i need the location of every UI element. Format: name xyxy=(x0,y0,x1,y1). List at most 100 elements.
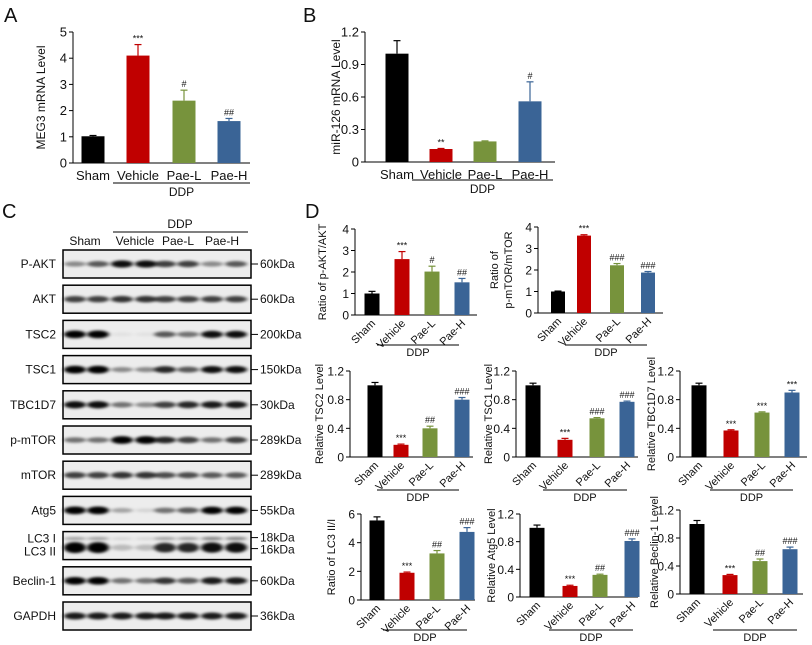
blot-band xyxy=(201,506,223,515)
blot-band xyxy=(154,507,176,514)
x-tick-label: Vehicle xyxy=(703,597,737,631)
y-tick-label: 1 xyxy=(342,287,349,301)
y-tick-label: 3 xyxy=(525,242,532,256)
group-label: DDP xyxy=(413,632,436,644)
significance-mark: # xyxy=(181,79,186,89)
bar-sham xyxy=(81,136,105,163)
y-tick-label: 0 xyxy=(342,309,349,323)
blot-band xyxy=(111,260,133,268)
blot-band xyxy=(64,542,86,554)
blot-row-label: TBC1D7 xyxy=(10,398,56,412)
blot-row-gapdh: GAPDH 36kDa xyxy=(13,601,295,631)
blot-band xyxy=(135,544,157,551)
blot-size-label: 60kDa xyxy=(260,574,295,588)
bar-sham xyxy=(525,385,541,457)
blot-row-label: TSC2 xyxy=(25,327,56,341)
blot-row-label: LC3 II xyxy=(24,545,56,559)
y-tick-label: 0.8 xyxy=(657,532,674,546)
significance-mark: # xyxy=(429,255,434,265)
blot-band xyxy=(111,578,133,584)
blot-band xyxy=(135,471,157,479)
blot-band xyxy=(201,437,223,443)
blot-band xyxy=(64,295,86,303)
blot-row-mtor: mTOR 289kDa xyxy=(21,460,302,490)
y-tick-label: 6 xyxy=(348,508,355,522)
x-tick-label: Sham xyxy=(514,600,543,629)
significance-mark: *** xyxy=(579,224,590,234)
blot-band xyxy=(64,330,86,339)
x-tick-label: Pae-L xyxy=(739,460,768,489)
y-tick-label: 0.8 xyxy=(327,393,344,407)
x-tick-label: Pae-L xyxy=(414,603,443,632)
blot-band xyxy=(201,577,223,585)
blot-band xyxy=(225,330,247,339)
blot-band xyxy=(87,471,109,479)
blot-row-label: mTOR xyxy=(21,468,56,482)
y-tick-label: 2 xyxy=(60,103,67,118)
y-tick-label: 5 xyxy=(60,25,67,40)
significance-mark: *** xyxy=(725,563,736,573)
blot-band xyxy=(201,401,223,409)
blot-row-p-akt: P-AKT 60kDa xyxy=(21,249,295,279)
blot-band xyxy=(201,536,223,541)
x-tick-label: Pae-H xyxy=(624,316,655,347)
blot-size-label: 36kDa xyxy=(260,609,295,623)
bar-vehicle xyxy=(399,572,415,600)
panel-label-d: D xyxy=(305,201,319,223)
blot-row-label: Atg5 xyxy=(31,503,56,517)
blot-band xyxy=(135,332,157,337)
significance-mark: ### xyxy=(619,390,634,400)
blot-band xyxy=(111,508,133,513)
blot-band xyxy=(64,365,86,374)
blot-row-p-mtor: p-mTOR 289kDa xyxy=(10,425,302,455)
bar-pae-h xyxy=(624,540,640,597)
bar-vehicle xyxy=(722,575,738,594)
bar-vehicle xyxy=(557,439,573,457)
bar-pae-l xyxy=(610,265,624,313)
y-axis-label: Relative Beclin-1 Level xyxy=(649,496,661,608)
blot-band xyxy=(177,331,199,338)
blot-band xyxy=(87,542,109,554)
bar-sham xyxy=(529,527,545,597)
x-tick-label: Vehicle xyxy=(375,318,409,352)
significance-mark: *** xyxy=(396,433,407,443)
y-axis-label: Ratio of LC3 II/I xyxy=(326,519,338,595)
y-tick-label: 4 xyxy=(525,221,532,235)
y-axis-label: Relative TBC1D7 Level xyxy=(646,357,658,471)
blot-row-tbc1d7: TBC1D7 30kDa xyxy=(10,390,295,420)
blot-band xyxy=(64,612,86,620)
bar-pae-l xyxy=(422,428,438,457)
blot-band xyxy=(64,261,86,267)
blot-band xyxy=(87,506,109,515)
y-tick-label: 0 xyxy=(337,451,344,465)
blot-row-label: GAPDH xyxy=(13,609,56,623)
bar-sham xyxy=(364,293,380,315)
significance-mark: ## xyxy=(595,563,605,573)
blot-band xyxy=(64,506,86,515)
blot-band xyxy=(64,401,86,409)
panel-label-c: C xyxy=(2,201,16,223)
blot-band xyxy=(225,401,247,409)
x-tick-label: Vehicle xyxy=(117,168,159,183)
y-axis-label: p-mTOR/mTOR xyxy=(503,231,515,308)
significance-mark: *** xyxy=(397,241,408,251)
bar-sham xyxy=(369,520,385,600)
blot-band xyxy=(111,367,133,373)
x-tick-label: Sham xyxy=(510,460,539,489)
y-tick-label: 0 xyxy=(503,451,510,465)
blot-row-label: p-mTOR xyxy=(10,433,56,447)
bar-pae-h xyxy=(454,399,470,457)
blot-row-label: LC3 I xyxy=(27,532,56,546)
y-tick-label: 0.3 xyxy=(341,122,359,137)
bar-vehicle xyxy=(562,585,578,597)
blot-row-beclin-1: Beclin-1 60kDa xyxy=(13,566,295,596)
blot-size-label: 60kDa xyxy=(260,292,295,306)
blot-band xyxy=(177,612,199,620)
blot-band xyxy=(201,261,223,267)
blot-lane-label: Sham xyxy=(69,234,100,248)
blot-row-label: AKT xyxy=(33,292,57,306)
x-tick-label: Sham xyxy=(76,168,110,183)
bar-pae-h xyxy=(784,392,800,457)
